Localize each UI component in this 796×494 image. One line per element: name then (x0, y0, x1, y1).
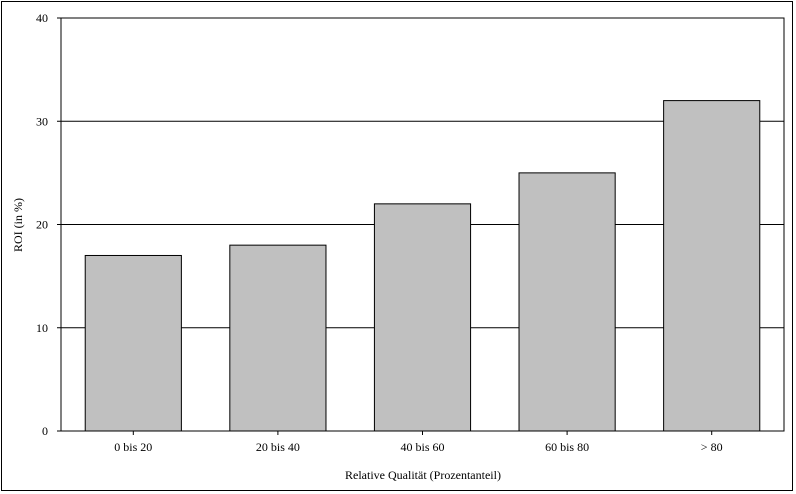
bar-1 (84, 254, 182, 432)
x-tick-label: > 80 (701, 440, 723, 454)
x-tick-label: 20 bis 40 (256, 440, 300, 454)
x-axis-ticks: 0 bis 20 20 bis 40 40 bis 60 60 bis 80 > 80 (114, 431, 723, 454)
bar-4 (518, 172, 616, 432)
y-tick-label: 20 (36, 218, 48, 232)
x-tick-label: 0 bis 20 (114, 440, 152, 454)
bar-5 (663, 100, 761, 432)
x-axis-label: Relative Qualität (Prozentanteil) (345, 468, 501, 482)
x-tick-label: 60 bis 80 (545, 440, 589, 454)
y-axis-label: ROI (in %) (11, 198, 25, 252)
bars (84, 100, 761, 432)
y-tick-label: 10 (36, 321, 48, 335)
y-axis-ticks: 0 10 20 30 40 (36, 11, 61, 438)
bar-3 (373, 203, 472, 432)
y-tick-label: 40 (36, 11, 48, 25)
bar-2 (229, 244, 327, 432)
y-tick-label: 0 (42, 424, 48, 438)
y-tick-label: 30 (36, 114, 48, 128)
x-tick-label: 40 bis 60 (400, 440, 444, 454)
